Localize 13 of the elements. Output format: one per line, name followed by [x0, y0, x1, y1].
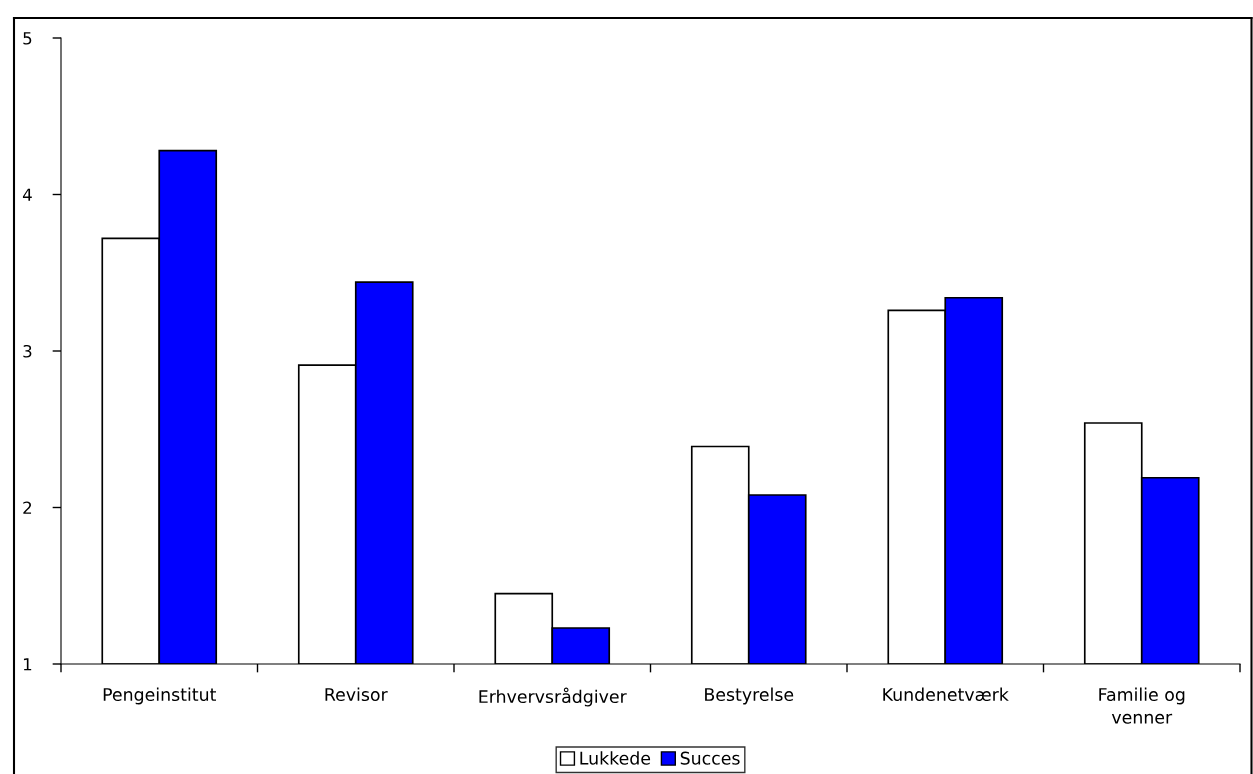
legend-label: Lukkede: [580, 751, 651, 765]
y-tick-label: 1: [23, 658, 32, 671]
y-tick-label: 2: [23, 501, 32, 514]
y-tick-label: 3: [23, 344, 32, 358]
x-tick-label: Bestyrelse: [705, 687, 794, 705]
x-tick-label: Pengeinstitut: [103, 687, 217, 705]
x-tick-label: Familie og venner: [1099, 687, 1185, 724]
x-tick-label: Erhvervsrådgiver: [479, 687, 627, 707]
x-tick-label: Kundenetværk: [883, 687, 1009, 702]
legend-label: Succes: [680, 751, 740, 765]
x-tick-label: Revisor: [325, 687, 388, 702]
y-tick-label: 5: [23, 32, 32, 45]
y-tick-label: 4: [22, 188, 32, 201]
